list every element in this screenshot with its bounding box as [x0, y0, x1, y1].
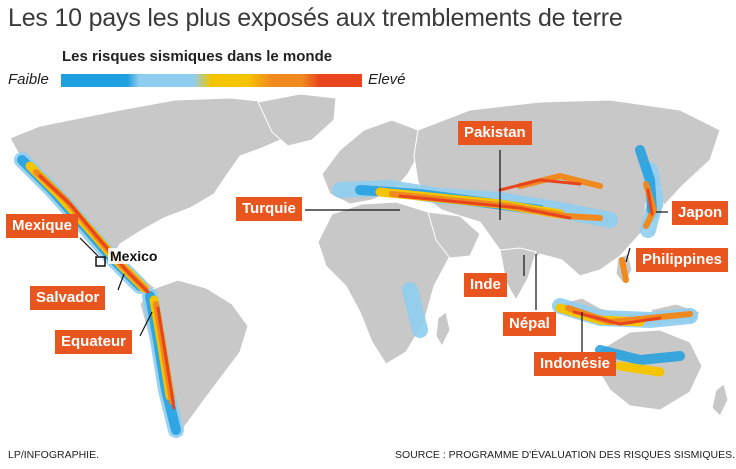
country-label-turquie: Turquie: [236, 197, 302, 221]
mexico-city-marker: [95, 256, 106, 267]
country-label-salvador: Salvador: [30, 286, 106, 310]
world-seismic-map: [9, 93, 729, 438]
country-label-philippines: Philippines: [636, 248, 729, 272]
country-label-equateur: Equateur: [55, 330, 133, 354]
seismic-risk-zones: [14, 145, 698, 438]
legend-title: Les risques sismiques dans le monde: [62, 48, 333, 65]
page-title: Les 10 pays les plus exposés aux tremble…: [8, 4, 623, 32]
legend-color-scale: [61, 74, 362, 87]
credit-text: LP/INFOGRAPHIE.: [8, 449, 100, 461]
leader-lines: [79, 150, 668, 352]
country-label-indonesie: Indonésie: [534, 352, 617, 376]
legend-low-label: Faible: [8, 71, 49, 88]
source-text: SOURCE : PROGRAMME D'ÉVALUATION DES RISQ…: [395, 449, 736, 461]
city-label-mexico: Mexico: [108, 248, 160, 264]
country-label-japon: Japon: [672, 201, 729, 225]
country-label-pakistan: Pakistan: [458, 121, 532, 145]
country-label-nepal: Népal: [503, 312, 556, 336]
legend-high-label: Elevé: [368, 71, 406, 88]
country-label-inde: Inde: [464, 273, 507, 297]
country-label-mexique: Mexique: [6, 214, 79, 238]
